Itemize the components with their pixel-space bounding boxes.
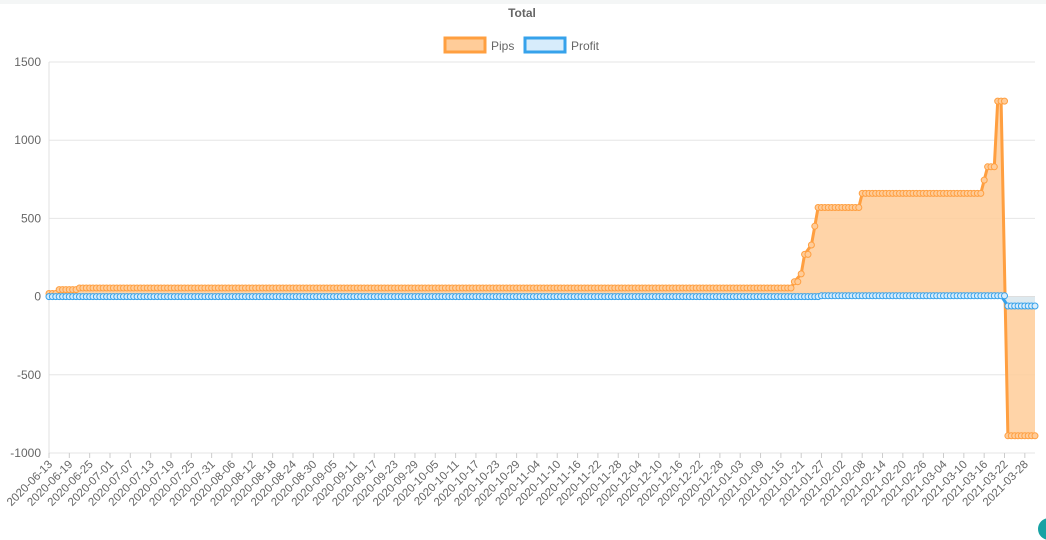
y-tick-label: -1000 (10, 446, 41, 460)
series-area-pips (49, 101, 1035, 436)
y-tick-label: 0 (34, 290, 41, 304)
data-point (787, 284, 795, 292)
data-point (794, 278, 802, 286)
y-tick-label: 500 (21, 211, 41, 225)
legend: Pips Profit (443, 36, 600, 54)
x-axis: 2020-06-132020-06-192020-06-252020-07-01… (5, 453, 1031, 509)
y-tick-label: -500 (17, 368, 41, 382)
data-point (804, 250, 812, 258)
legend-label-pips: Pips (491, 39, 514, 53)
data-point (855, 204, 863, 211)
data-point (797, 270, 805, 278)
data-point (1031, 432, 1039, 440)
data-point (807, 241, 815, 249)
y-axis: 1500 1000 500 0 -500 -1000 (10, 55, 41, 460)
legend-swatch-profit (523, 36, 567, 54)
legend-label-profit: Profit (571, 39, 600, 53)
series-profit (45, 292, 1039, 310)
data-point (1031, 302, 1039, 310)
chart-title: Total (508, 6, 536, 20)
series-pips (45, 97, 1039, 440)
legend-item-pips: Pips (443, 36, 514, 54)
data-point (1001, 292, 1008, 300)
y-tick-label: 1500 (14, 55, 41, 69)
series-points-profit (45, 292, 1039, 310)
data-point (1001, 97, 1008, 105)
legend-swatch-pips (443, 36, 487, 54)
top-strip (0, 0, 1046, 4)
data-point (977, 189, 985, 197)
data-point (990, 163, 998, 171)
series-layer (45, 97, 1039, 440)
data-point (980, 176, 988, 184)
y-tick-label: 1000 (14, 133, 41, 147)
series-points-pips (45, 97, 1039, 440)
legend-item-profit: Profit (523, 36, 600, 54)
data-point (811, 222, 819, 230)
line-chart: Total Pips Profit 1500 1000 500 0 -500 -1000 2… (5, 6, 1039, 509)
